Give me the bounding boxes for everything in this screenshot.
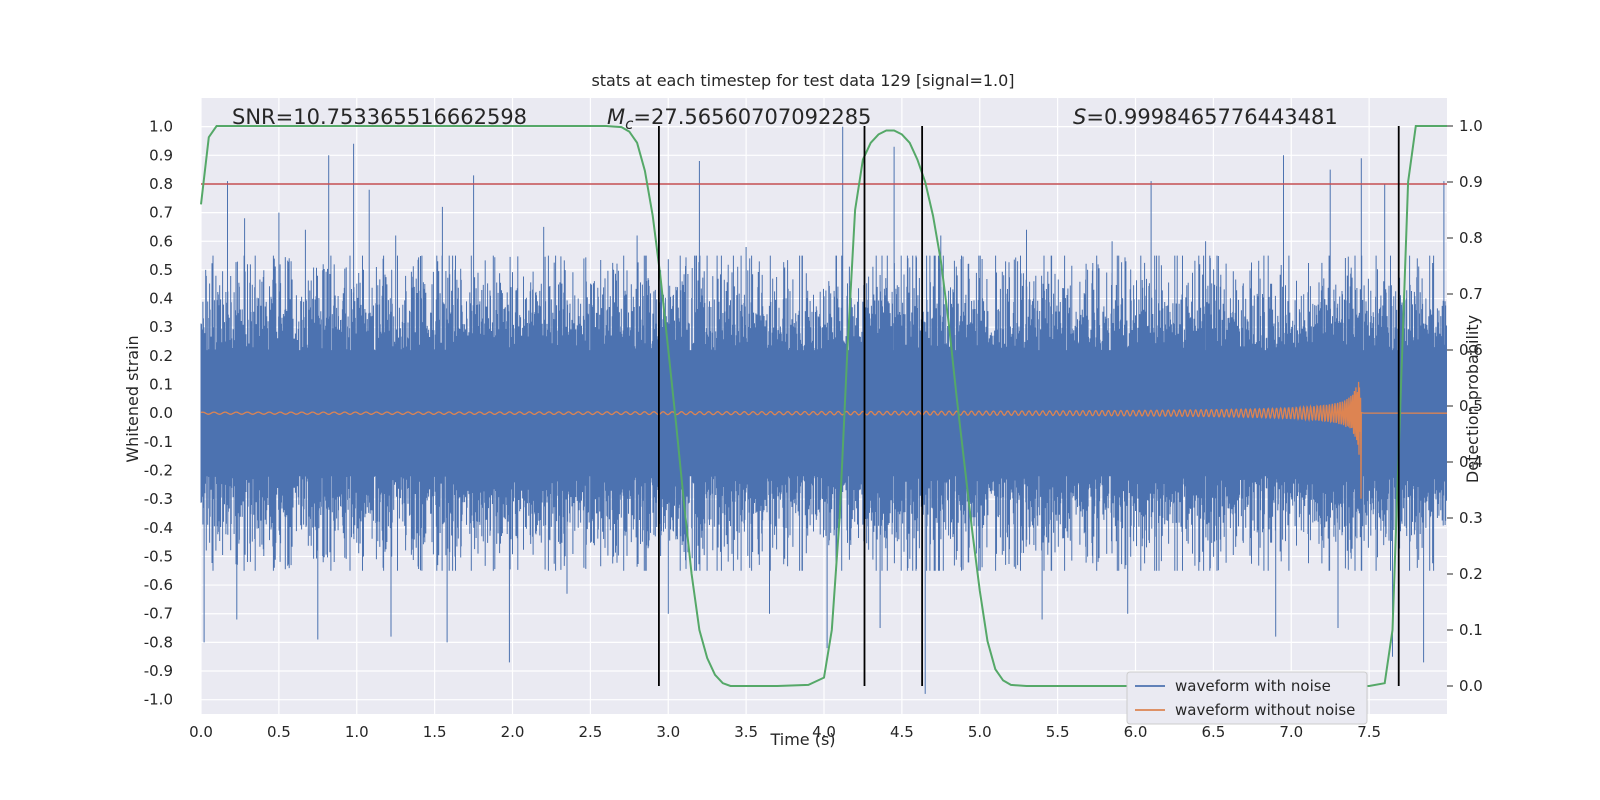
x-tick-label: 3.0 <box>656 723 680 741</box>
y-right-tick-label: 0.7 <box>1459 285 1483 303</box>
legend: waveform with noise waveform without noi… <box>1126 671 1368 725</box>
score-annotation: S=0.9998465776443481 <box>1073 105 1338 129</box>
x-tick-label: 7.0 <box>1279 723 1303 741</box>
y-right-axis-label: Detection probability <box>1463 315 1482 483</box>
clean-waveform <box>200 381 1448 499</box>
x-tick-label: 2.5 <box>578 723 602 741</box>
y-left-tick-label: 0.0 <box>149 404 173 422</box>
x-tick-label: 6.0 <box>1124 723 1148 741</box>
x-tick-label: 1.5 <box>423 723 447 741</box>
y-right-tick-label: 0.0 <box>1459 677 1483 695</box>
chart-title: stats at each timestep for test data 129… <box>591 71 1014 90</box>
x-tick-label: 6.5 <box>1201 723 1225 741</box>
snr-annotation: SNR=10.753365516662598 <box>232 105 527 129</box>
x-tick-label: 7.5 <box>1357 723 1381 741</box>
legend-box <box>1126 671 1368 725</box>
y-right-tick-label: 1.0 <box>1459 117 1483 135</box>
x-tick-label: 4.0 <box>812 723 836 741</box>
y-left-tick-label: 0.9 <box>149 146 173 164</box>
y-left-tick-label: -0.9 <box>144 662 173 680</box>
y-left-tick-label: 0.5 <box>149 261 173 279</box>
y-left-tick-label: -1.0 <box>144 691 173 709</box>
y-right-tick-label: 0.5 <box>1459 397 1483 415</box>
x-axis-label: Time (s) <box>769 730 835 749</box>
x-tick-label: 3.5 <box>734 723 758 741</box>
y-right-tick-label: 0.6 <box>1459 341 1483 359</box>
y-right-ticks: 1.0 0.9 0.8 0.7 0.6 0.5 0.4 0.3 0.2 0.1 0.0 <box>1447 117 1483 695</box>
noise-core <box>201 352 1447 468</box>
vertical-markers <box>658 126 1400 686</box>
x-axis-ticks: 0.0 0.5 1.0 1.5 2.0 2.5 3.0 3.5 4.0 4.5 5.0 5.5 6.0 6… <box>189 723 1381 741</box>
y-left-tick-label: -0.3 <box>144 490 173 508</box>
y-left-tick-label: -0.2 <box>144 461 173 479</box>
y-left-tick-label: 0.2 <box>149 347 173 365</box>
x-tick-label: 5.0 <box>968 723 992 741</box>
y-left-ticks: 1.0 0.9 0.8 0.7 0.6 0.5 0.4 0.3 0.2 0.1 0.0 -0.1 -0.… <box>144 118 173 709</box>
y-left-tick-label: 0.8 <box>149 175 173 193</box>
y-right-tick-label: 0.1 <box>1459 621 1483 639</box>
y-left-tick-label: 0.7 <box>149 204 173 222</box>
y-right-tick-label: 0.4 <box>1459 453 1483 471</box>
x-tick-label: 0.5 <box>267 723 291 741</box>
legend-label-noise: waveform with noise <box>1175 677 1331 695</box>
y-right-tick-label: 0.3 <box>1459 509 1483 527</box>
detection-probability-curve <box>200 125 1447 687</box>
y-left-tick-label: -0.8 <box>144 633 173 651</box>
y-left-tick-label: -0.4 <box>144 519 173 537</box>
legend-label-clean: waveform without noise <box>1175 701 1355 719</box>
y-right-tick-label: 0.9 <box>1459 173 1483 191</box>
x-tick-label: 4.5 <box>890 723 914 741</box>
y-left-tick-label: 0.4 <box>149 290 173 308</box>
x-tick-label: 2.0 <box>501 723 525 741</box>
y-left-tick-label: -0.6 <box>144 576 173 594</box>
y-left-tick-label: -0.5 <box>144 547 173 565</box>
probability-trace <box>200 125 1447 687</box>
y-left-tick-label: -0.1 <box>144 433 173 451</box>
clean-trace <box>200 381 1448 499</box>
chirp-mass-annotation: Mc=27.56560707092285 <box>607 105 871 133</box>
y-right-tick-label: 0.2 <box>1459 565 1483 583</box>
y-right-tick-label: 0.8 <box>1459 229 1483 247</box>
y-left-tick-label: 1.0 <box>149 118 173 136</box>
y-left-tick-label: 0.6 <box>149 232 173 250</box>
y-left-tick-label: -0.7 <box>144 605 173 623</box>
noise-waveform <box>200 126 1447 694</box>
x-tick-label: 1.0 <box>345 723 369 741</box>
y-left-tick-label: 0.1 <box>149 376 173 394</box>
y-left-axis-label: Whitened strain <box>123 335 142 462</box>
y-left-tick-label: 0.3 <box>149 318 173 336</box>
x-tick-label: 0.0 <box>189 723 213 741</box>
x-tick-label: 5.5 <box>1046 723 1070 741</box>
